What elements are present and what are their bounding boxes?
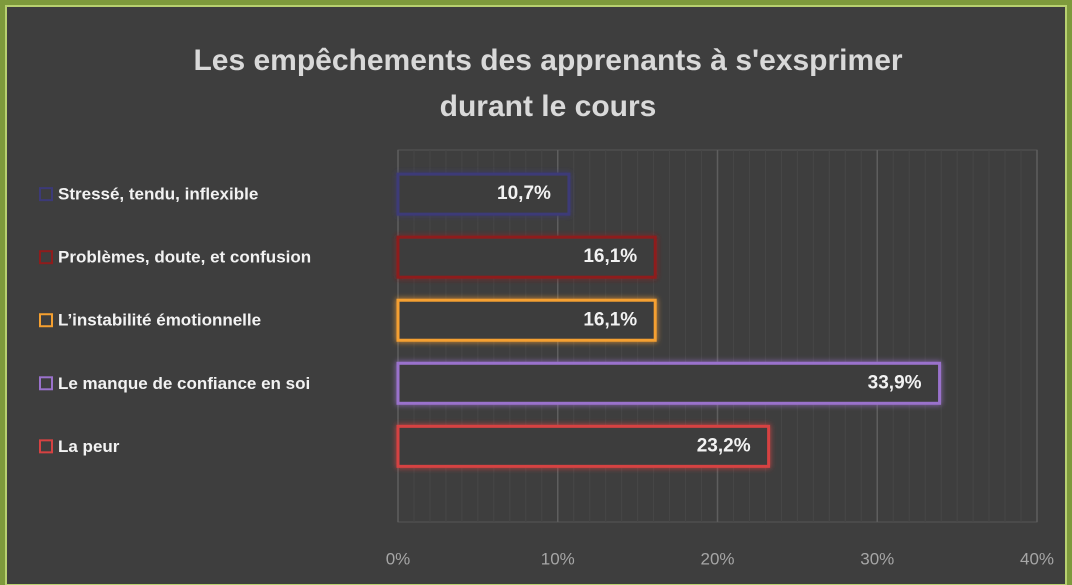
chart-title: Les empêchements des apprenants à s'exsp… <box>193 44 902 77</box>
value-label: 16,1% <box>583 246 637 267</box>
background <box>5 5 1067 585</box>
x-tick-label: 10% <box>541 549 575 568</box>
legend-swatch <box>39 187 53 202</box>
x-tick-label: 20% <box>700 549 734 568</box>
x-tick-label: 30% <box>860 549 894 568</box>
category-label: Problèmes, doute, et confusion <box>58 248 311 267</box>
value-label: 16,1% <box>583 309 637 330</box>
legend-swatch <box>39 376 53 391</box>
category-label: La peur <box>58 437 120 456</box>
bar <box>396 424 771 468</box>
bar <box>396 172 571 216</box>
chart-title: durant le cours <box>440 90 657 123</box>
category-label: L’instabilité émotionnelle <box>58 311 261 330</box>
legend-swatch <box>39 439 53 454</box>
bar <box>396 235 657 279</box>
x-tick-label: 0% <box>386 549 411 568</box>
value-label: 23,2% <box>697 435 751 456</box>
legend-swatch <box>39 313 53 328</box>
x-tick-label: 40% <box>1020 549 1054 568</box>
bar <box>396 298 657 342</box>
value-label: 33,9% <box>868 372 922 393</box>
bar <box>396 361 942 405</box>
value-label: 10,7% <box>497 183 551 204</box>
legend-swatch <box>39 250 53 265</box>
category-label: Stressé, tendu, inflexible <box>58 185 258 204</box>
category-label: Le manque de confiance en soi <box>58 374 310 393</box>
